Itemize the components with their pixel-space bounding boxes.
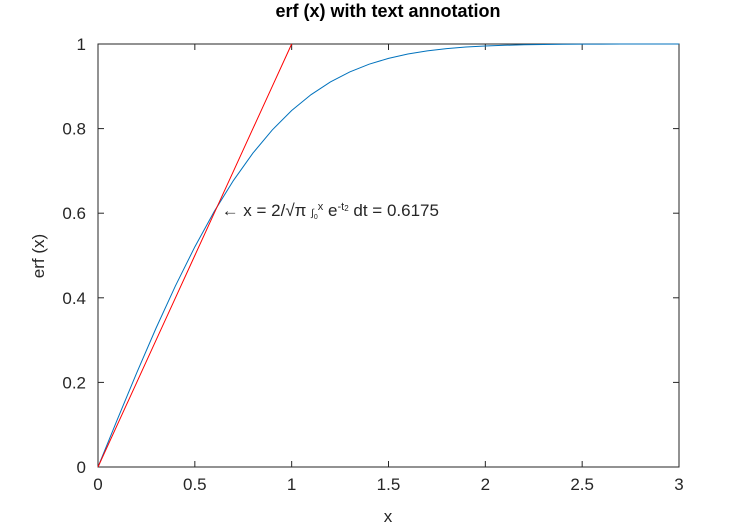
annotation-part: ∫ [310, 208, 315, 219]
y-tick-label: 0.4 [62, 289, 86, 308]
annotation-part: ← x = 2/√π [222, 201, 312, 220]
annotation-part: 2 [344, 204, 349, 213]
x-tick-label: 2 [481, 475, 490, 494]
annotation-part: x [318, 201, 324, 213]
x-tick-label: 0 [93, 475, 102, 494]
plot-box [97, 43, 680, 468]
annotation: ← x = 2/√π ∫0x e-t2 dt = 0.6175 [222, 201, 439, 221]
annotation-part: 0 [314, 214, 318, 221]
y-tick-label: 0.6 [62, 204, 86, 223]
chart-title: erf (x) with text annotation [276, 1, 501, 21]
y-axis-label: erf (x) [29, 234, 48, 278]
y-tick-label: 0.2 [62, 373, 86, 392]
annotation-part: e [323, 201, 337, 220]
y-tick-label: 0.8 [62, 120, 86, 139]
x-tick-label: 0.5 [183, 475, 207, 494]
annotation-part: -t [337, 201, 344, 213]
series-line [97, 43, 293, 468]
x-tick-label: 1 [287, 475, 296, 494]
x-tick-label: 1.5 [377, 475, 401, 494]
x-axis-label: x [384, 507, 393, 525]
y-tick-label: 1 [77, 35, 86, 54]
y-tick-label: 0 [77, 458, 86, 477]
annotation-part: dt = 0.6175 [349, 201, 439, 220]
series-line [97, 43, 679, 468]
x-tick-label: 2.5 [570, 475, 594, 494]
x-tick-label: 3 [674, 475, 683, 494]
